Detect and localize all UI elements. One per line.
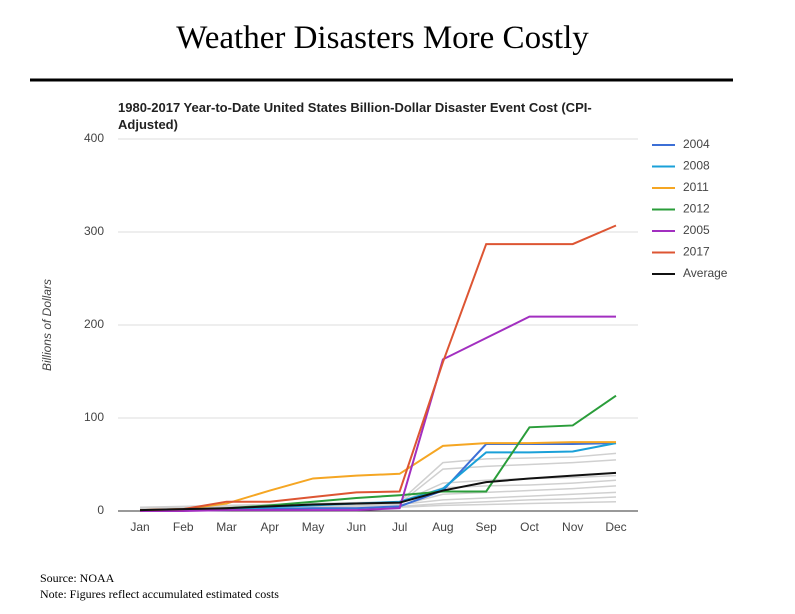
x-tick-label: Feb [173,520,194,534]
y-tick-label: 200 [84,317,104,331]
x-tick-label: Sep [476,520,498,534]
y-tick-label: 300 [84,224,104,238]
y-axis-label: Billions of Dollars [40,279,54,371]
chart-title: 1980-2017 Year-to-Date United States Bil… [118,100,592,132]
legend-label: 2005 [683,223,710,237]
x-tick-label: Jan [130,520,149,534]
x-tick-label: Jul [392,520,407,534]
legend-label: 2004 [683,137,710,151]
x-tick-label: Nov [562,520,583,534]
legend-label: 2017 [683,245,710,259]
note: Note: Figures reflect accumulated estima… [40,587,279,601]
legend-label: Average [683,266,728,280]
series-line [140,315,616,512]
x-tick-label: Mar [216,520,237,534]
y-tick-label: 100 [84,410,104,424]
legend-label: 2011 [683,180,709,194]
source: Source: NOAA [40,571,115,585]
x-tick-label: Oct [520,520,539,534]
x-tick-label: Aug [432,520,453,534]
legend-label: 2012 [683,202,710,216]
x-tick-label: Jun [347,520,366,534]
y-tick-label: 0 [97,503,104,517]
y-tick-label: 400 [84,131,104,145]
slide-title: Weather Disasters More Costly [176,20,589,56]
series-line [139,224,617,512]
legend-label: 2008 [683,159,710,173]
x-tick-label: May [302,520,325,534]
x-tick-label: Apr [260,520,279,534]
x-tick-label: Dec [605,520,626,534]
series-line [139,441,616,512]
series-line [139,471,617,512]
